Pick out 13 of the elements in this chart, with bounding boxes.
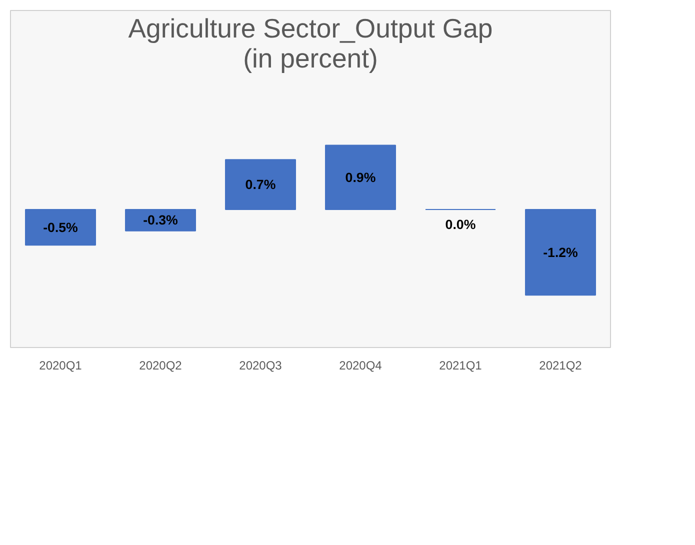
data-label: 0.7% xyxy=(245,177,276,192)
data-label: 0.9% xyxy=(345,170,376,185)
x-tick-label: 2021Q1 xyxy=(439,358,482,372)
x-tick-label: 2020Q1 xyxy=(39,358,82,372)
x-tick-label: 2020Q4 xyxy=(339,358,382,372)
x-tick-label: 2020Q2 xyxy=(139,358,182,372)
x-tick-label: 2021Q2 xyxy=(539,358,582,372)
data-label: -0.3% xyxy=(143,212,178,228)
data-label: -0.5% xyxy=(43,220,78,235)
chart-title: Agriculture Sector_Output Gap (in percent) xyxy=(128,13,493,74)
data-label: -1.2% xyxy=(543,244,578,260)
x-tick-label: 2020Q3 xyxy=(239,358,282,372)
data-label: 0.0% xyxy=(445,216,476,232)
